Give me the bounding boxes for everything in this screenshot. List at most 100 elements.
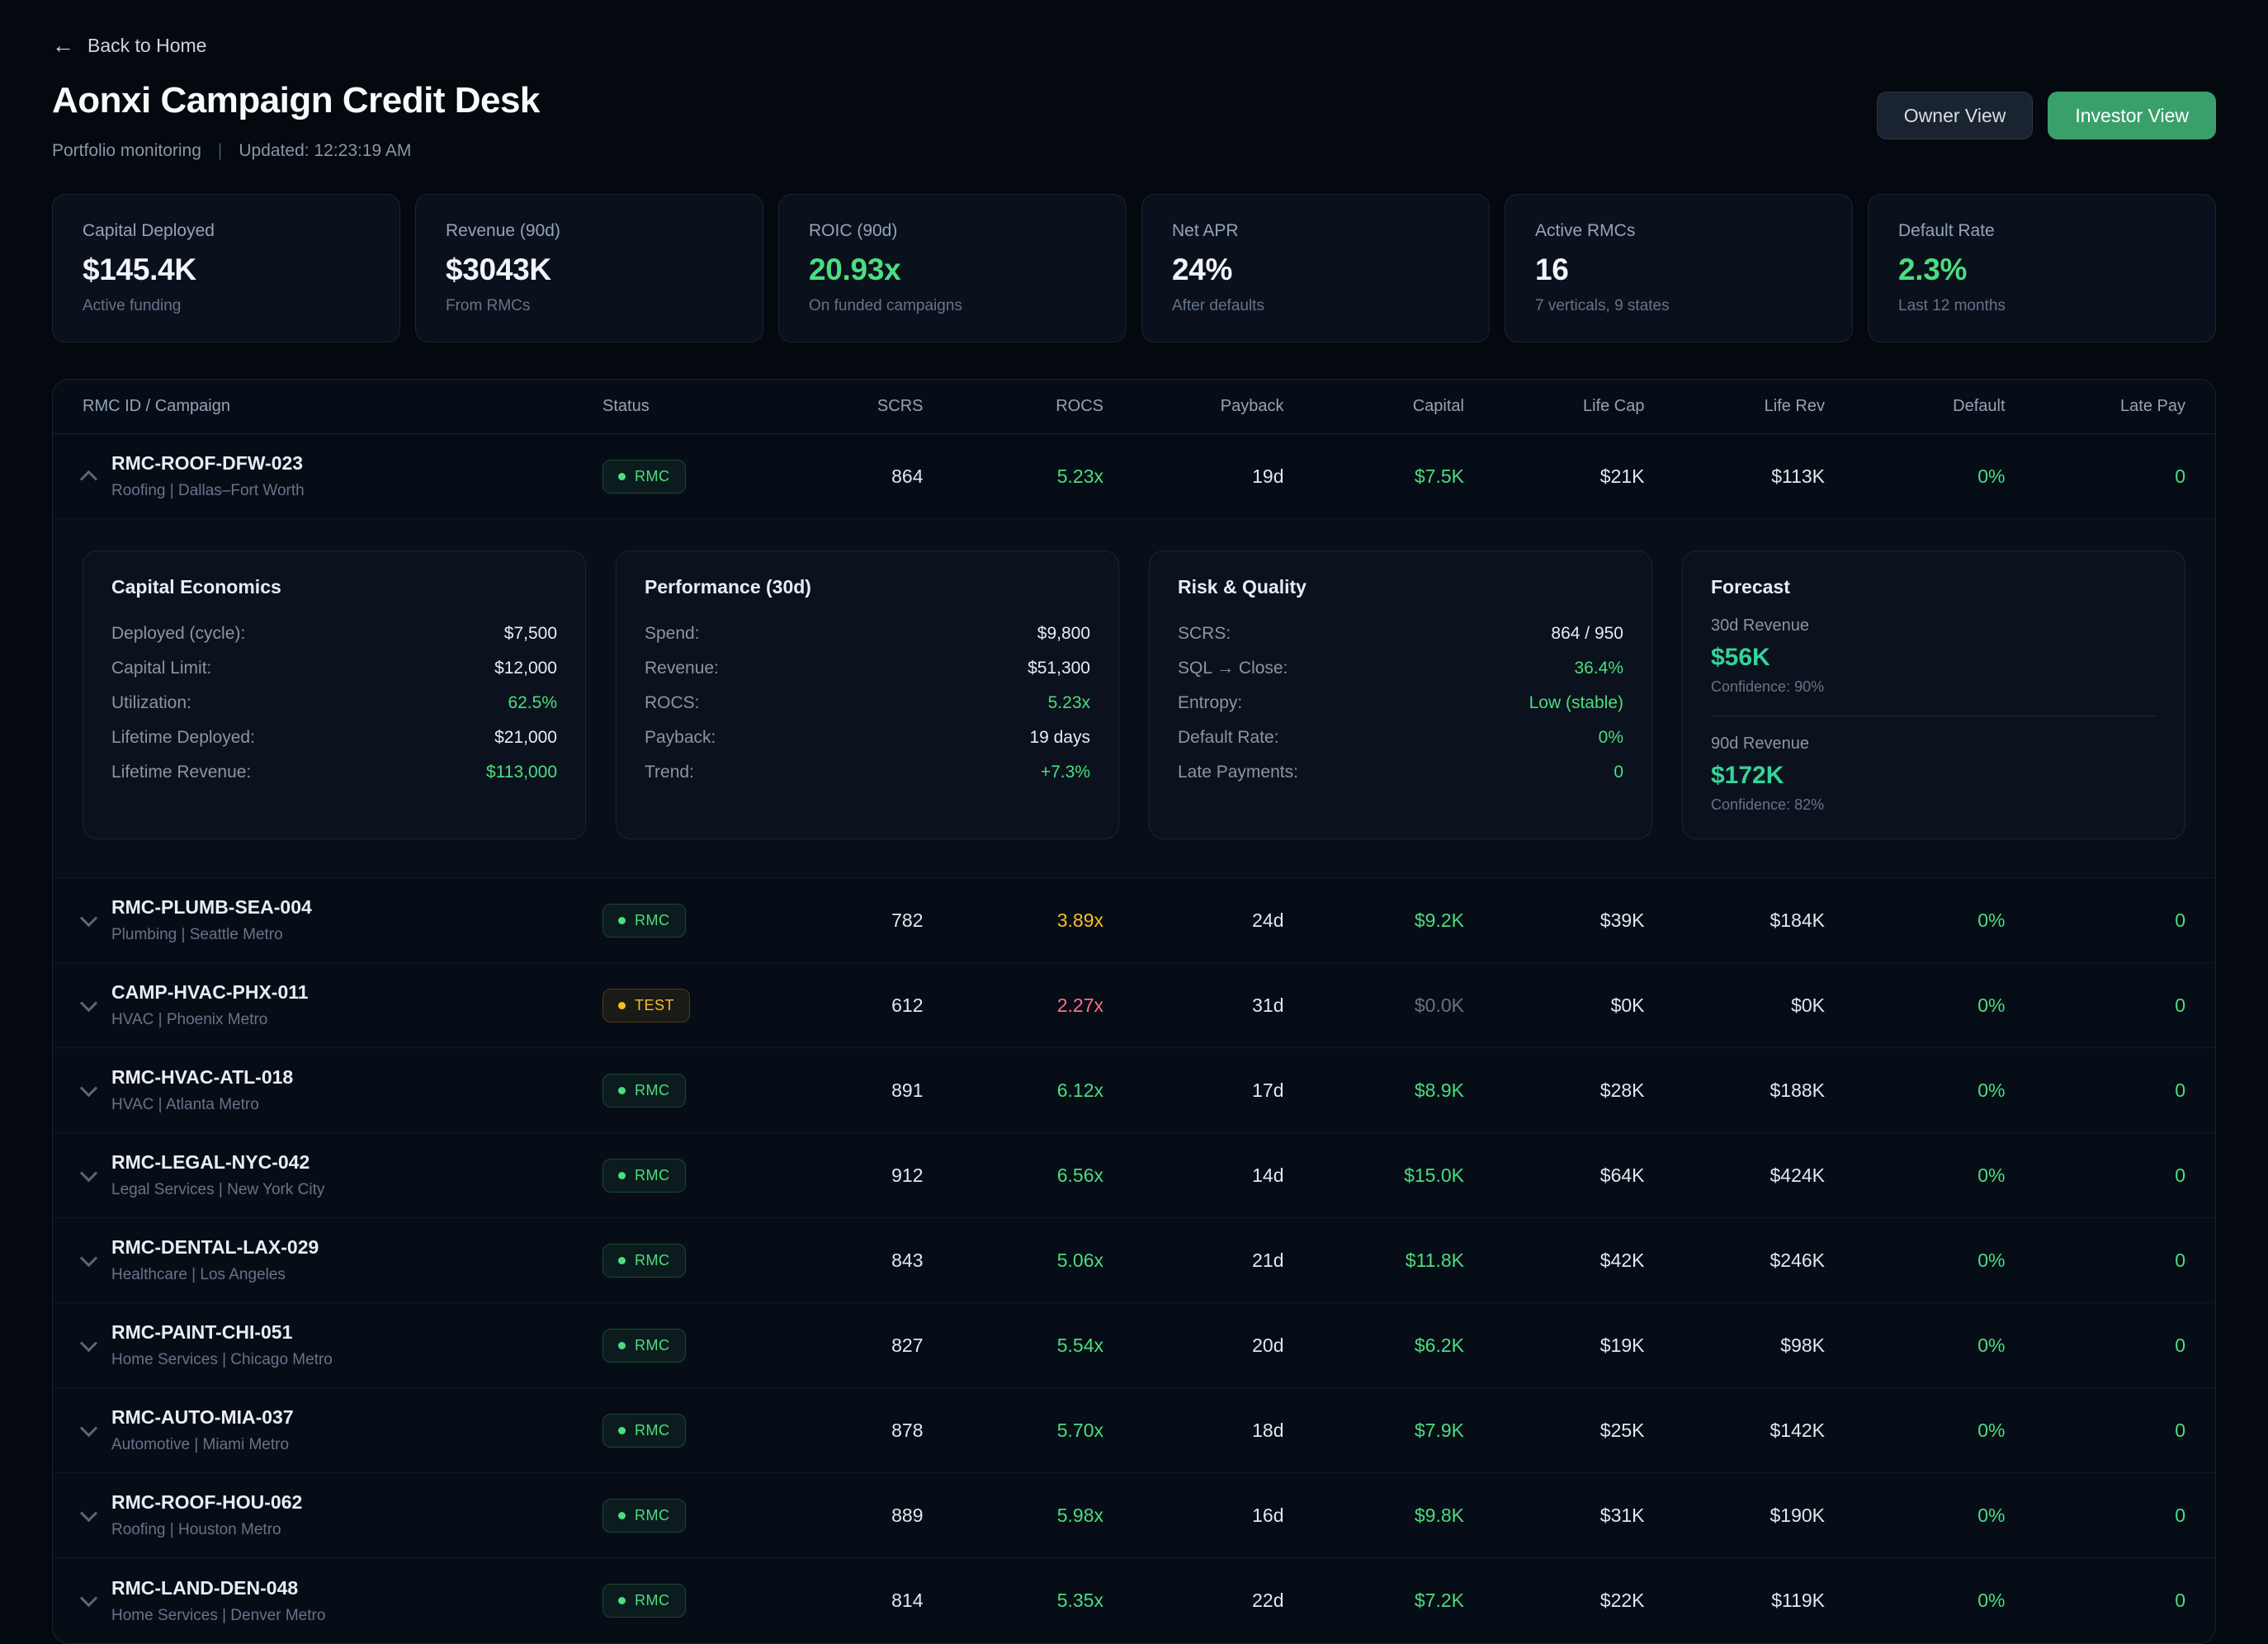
rocs-cell: 5.54x	[1056, 1334, 1103, 1356]
kpi-value: 16	[1535, 253, 1569, 286]
scrs-cell: 864	[891, 465, 924, 487]
status-cell: RMC	[602, 1158, 743, 1193]
status-dot-icon	[618, 1426, 626, 1434]
chevron-down-icon[interactable]	[79, 909, 98, 927]
campaign-subtitle: Legal Services | New York City	[111, 1181, 325, 1198]
campaign-id: RMC-ROOF-HOU-062	[111, 1491, 303, 1513]
detail-card-title: Forecast	[1711, 576, 1790, 598]
status-badge-label: RMC	[635, 1421, 670, 1438]
default-cell: 0%	[1977, 1504, 2006, 1526]
forecast-value: $172K	[1711, 762, 1784, 789]
life-cap-cell: $42K	[1599, 1249, 1645, 1271]
owner-view-button[interactable]: Owner View	[1876, 92, 2034, 139]
default-cell: 0%	[1977, 1249, 2006, 1271]
chevron-down-icon[interactable]	[79, 1334, 98, 1352]
column-header-life-rev: Life Rev	[1764, 397, 1825, 415]
campaign-subtitle: Plumbing | Seattle Metro	[111, 926, 283, 943]
chevron-down-icon[interactable]	[79, 1504, 98, 1522]
status-dot-icon	[618, 1171, 626, 1179]
table-row-rmc-roof-dfw-023[interactable]: RMC-ROOF-DFW-023 Roofing | Dallas–Fort Wo…	[53, 434, 2215, 519]
status-cell: RMC	[602, 1243, 743, 1278]
rocs-cell: 5.35x	[1056, 1590, 1103, 1611]
payback-cell: 31d	[1252, 994, 1284, 1016]
campaign-id: RMC-ROOF-DFW-023	[111, 452, 304, 474]
status-cell: TEST	[602, 988, 743, 1023]
detail-card-title: Capital Economics	[111, 576, 281, 598]
table-row-rmc-paint-chi-051[interactable]: RMC-PAINT-CHI-051 Home Services | Chicago…	[53, 1303, 2215, 1388]
table-row-rmc-dental-lax-029[interactable]: RMC-DENTAL-LAX-029 Healthcare | Los Angel…	[53, 1218, 2215, 1303]
campaign-id: RMC-LAND-DEN-048	[111, 1576, 299, 1599]
life-rev-cell: $190K	[1770, 1504, 1825, 1526]
table-row-rmc-land-den-048[interactable]: RMC-LAND-DEN-048 Home Services | Denver M…	[53, 1558, 2215, 1643]
investor-view-button[interactable]: Investor View	[2048, 92, 2216, 139]
detail-row: Lifetime Revenue: $113,000	[111, 755, 557, 790]
detail-value: $51,300	[1028, 659, 1090, 678]
rocs-cell: 6.56x	[1056, 1164, 1103, 1186]
detail-value: $12,000	[494, 659, 557, 678]
detail-grid: Capital Economics Deployed (cycle): $7,500…	[83, 550, 2185, 839]
kpi-sub: After defaults	[1172, 297, 1264, 314]
status-dot-icon	[618, 1256, 626, 1264]
table-row-rmc-auto-mia-037[interactable]: RMC-AUTO-MIA-037 Automotive | Miami Metro…	[53, 1388, 2215, 1473]
chevron-down-icon[interactable]	[79, 1419, 98, 1437]
payback-cell: 21d	[1252, 1249, 1284, 1271]
life-cap-cell: $19K	[1599, 1334, 1645, 1356]
column-header-late-pay: Late Pay	[2120, 397, 2185, 415]
table-row-camp-hvac-phx-011[interactable]: CAMP-HVAC-PHX-011 HVAC | Phoenix Metro TES…	[53, 963, 2215, 1048]
capital-cell: $11.8K	[1405, 1249, 1464, 1271]
table-row-rmc-plumb-sea-004[interactable]: RMC-PLUMB-SEA-004 Plumbing | Seattle Metr…	[53, 878, 2215, 963]
chevron-down-icon[interactable]	[79, 1164, 98, 1182]
kpi-label: Revenue (90d)	[446, 221, 560, 240]
kpi-sub: From RMCs	[446, 297, 531, 314]
chevron-down-icon[interactable]	[79, 1249, 98, 1267]
table-row-rmc-hvac-atl-018[interactable]: RMC-HVAC-ATL-018 HVAC | Atlanta Metro RMC 8…	[53, 1048, 2215, 1133]
column-header-life-cap: Life Cap	[1583, 397, 1645, 415]
status-cell: RMC	[602, 1584, 743, 1618]
chevron-down-icon[interactable]	[79, 1590, 98, 1608]
late-pay-cell: 0	[2175, 1164, 2185, 1186]
status-badge: RMC	[602, 1413, 686, 1448]
expanded-detail-panel: Capital Economics Deployed (cycle): $7,500…	[53, 519, 2215, 878]
kpi-value: 2.3%	[1898, 253, 1968, 286]
life-rev-cell: $0K	[1791, 994, 1825, 1016]
detail-label: Spend:	[645, 624, 700, 643]
default-cell: 0%	[1977, 1334, 2006, 1356]
status-dot-icon	[618, 1086, 626, 1094]
scrs-cell: 891	[891, 1079, 924, 1101]
detail-label: SCRS:	[1178, 624, 1231, 643]
campaign-table: RMC ID / Campaign Status SCRS ROCS Payback Ca…	[52, 379, 2216, 1644]
life-rev-cell: $98K	[1780, 1334, 1825, 1356]
campaign-id: RMC-DENTAL-LAX-029	[111, 1236, 319, 1258]
life-cap-cell: $22K	[1599, 1590, 1645, 1611]
detail-row: Capital Limit: $12,000	[111, 651, 557, 686]
default-cell: 0%	[1977, 1419, 2006, 1441]
detail-label: SQL → Close:	[1178, 659, 1288, 678]
kpi-label: Active RMCs	[1535, 221, 1636, 240]
late-pay-cell: 0	[2175, 1249, 2185, 1271]
campaign-id: RMC-LEGAL-NYC-042	[111, 1151, 310, 1173]
back-to-home-link[interactable]: ← Back to Home	[52, 35, 206, 57]
campaign-id: RMC-AUTO-MIA-037	[111, 1406, 294, 1428]
status-badge-label: RMC	[635, 1336, 670, 1353]
back-arrow-icon: ←	[52, 33, 74, 58]
table-row-rmc-roof-hou-062[interactable]: RMC-ROOF-HOU-062 Roofing | Houston Metro R…	[53, 1473, 2215, 1558]
chevron-up-icon[interactable]	[79, 470, 98, 488]
detail-label: Default Rate:	[1178, 728, 1279, 747]
life-cap-cell: $21K	[1599, 465, 1645, 487]
campaign-subtitle: Roofing | Houston Metro	[111, 1521, 281, 1538]
forecast-label: 30d Revenue	[1711, 616, 1809, 635]
detail-card-capital-economics: Capital Economics Deployed (cycle): $7,500…	[83, 550, 586, 839]
campaign-cell: RMC-LAND-DEN-048 Home Services | Denver M…	[79, 1576, 602, 1625]
chevron-down-icon[interactable]	[79, 994, 98, 1012]
default-cell: 0%	[1977, 1079, 2006, 1101]
table-row-rmc-legal-nyc-042[interactable]: RMC-LEGAL-NYC-042 Legal Services | New Yo…	[53, 1133, 2215, 1218]
kpi-label: Default Rate	[1898, 221, 1995, 240]
kpi-value: 24%	[1172, 253, 1233, 286]
column-header-status: Status	[602, 397, 650, 415]
default-cell: 0%	[1977, 994, 2006, 1016]
chevron-down-icon[interactable]	[79, 1079, 98, 1097]
kpi-sub: On funded campaigns	[809, 297, 962, 314]
late-pay-cell: 0	[2175, 1334, 2185, 1356]
status-badge-label: RMC	[635, 1081, 670, 1098]
life-cap-cell: $39K	[1599, 909, 1645, 931]
